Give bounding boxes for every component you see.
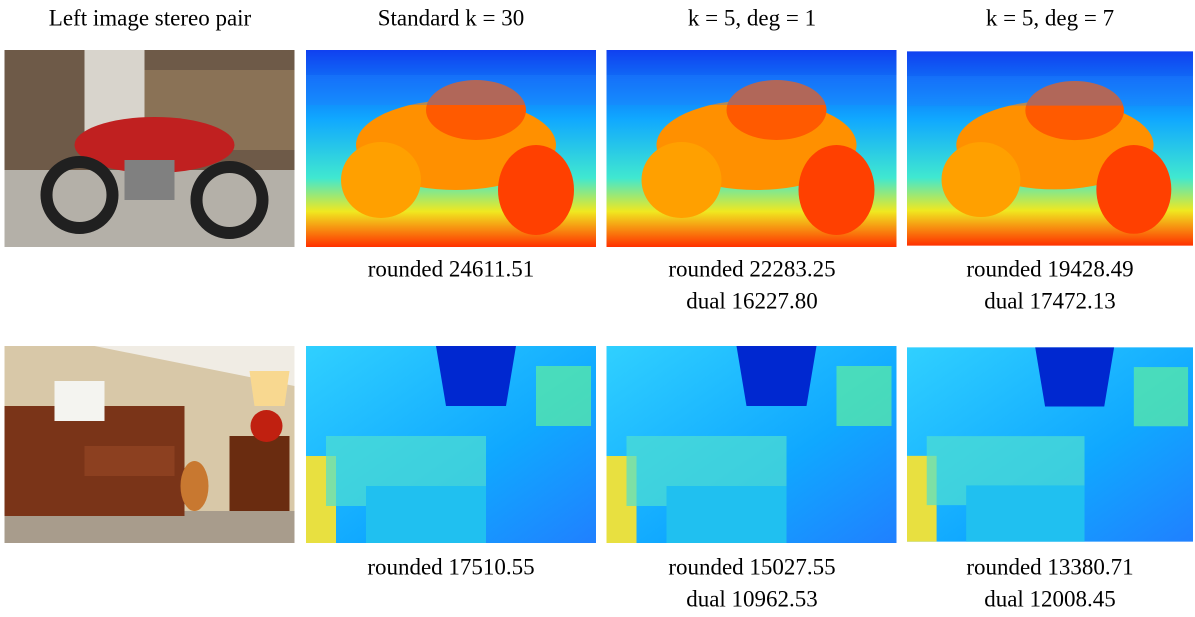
photo bbox=[4, 346, 295, 543]
caption: rounded 19428.49 bbox=[966, 256, 1133, 281]
row: rounded 17510.55 rounded 15027.55 dual 1… bbox=[4, 346, 1193, 611]
column-header: Standard k = 30 bbox=[378, 5, 524, 30]
row: rounded 24611.51 rounded 22283.25 dual 1… bbox=[5, 50, 1193, 313]
caption: dual 10962.53 bbox=[686, 586, 818, 611]
disparity-map bbox=[606, 346, 897, 543]
caption: dual 12008.45 bbox=[984, 586, 1116, 611]
disparity-map bbox=[306, 346, 596, 543]
header: Left image stereo pair Standard k = 30 k… bbox=[49, 5, 1114, 30]
caption: dual 17472.13 bbox=[984, 288, 1116, 313]
column-header: Left image stereo pair bbox=[49, 5, 252, 30]
caption: rounded 17510.55 bbox=[367, 554, 534, 579]
caption: rounded 22283.25 bbox=[668, 256, 835, 281]
disparity-map bbox=[306, 50, 596, 247]
disparity-map bbox=[606, 50, 897, 247]
caption: rounded 24611.51 bbox=[368, 256, 535, 281]
caption: rounded 13380.71 bbox=[966, 554, 1133, 579]
disparity-map bbox=[907, 51, 1193, 246]
column-header: k = 5, deg = 1 bbox=[688, 5, 816, 30]
column-header: k = 5, deg = 7 bbox=[986, 5, 1114, 30]
caption: rounded 15027.55 bbox=[668, 554, 835, 579]
disparity-map bbox=[907, 347, 1193, 542]
caption: dual 16227.80 bbox=[686, 288, 818, 313]
photo bbox=[5, 50, 295, 247]
